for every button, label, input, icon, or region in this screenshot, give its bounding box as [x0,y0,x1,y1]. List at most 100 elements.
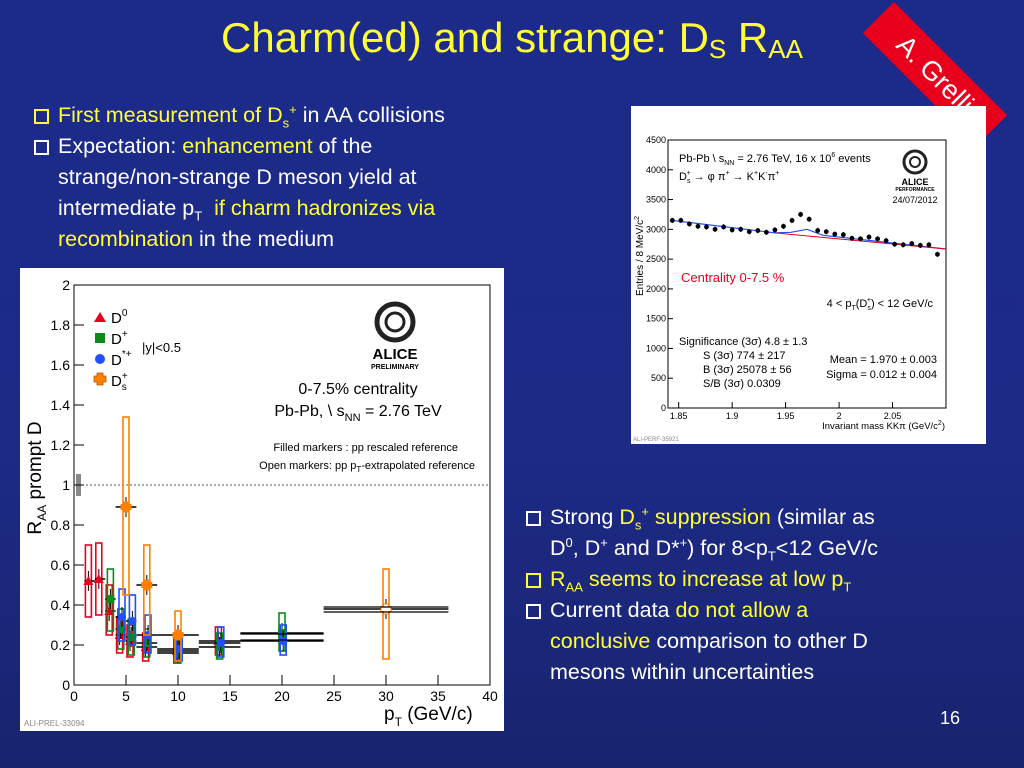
data-point [866,234,872,240]
y-axis-label: Entries / 8 MeV/c2 [634,216,646,296]
checkbox-bullet-icon [526,573,541,588]
legend-marker-d0 [94,312,106,322]
checkbox-bullet-icon [34,109,49,124]
y-tick-label: 1 [62,477,70,493]
signal-label: S (3σ) 774 ± 217 [703,350,786,362]
data-point-dplus [127,633,136,641]
y-axis-label: RAA prompt D [25,421,49,534]
raa-plot-panel: 0 0.2 0.4 0.6 0.8 1 1.2 1.4 1.6 1.8 2 0 5 10 15 20 25 30 3… [20,268,504,731]
x-tick-label: 1.85 [670,411,688,421]
data-point-ds [172,629,184,641]
y-tick-label: 2500 [646,254,666,264]
alice-logo-subtext: PERFORMANCE [895,187,935,193]
data-point [755,228,761,233]
bullet-list-bottom: Strong Ds+ suppression (similar as D0, D… [524,502,1024,688]
y-tick-label: 3500 [646,195,666,205]
legend-marker-ds [93,372,107,386]
data-point-dstar [128,617,137,625]
data-point-dplus [278,629,286,637]
data-point-dplus [215,643,224,651]
alice-logo-ring-icon [902,149,928,175]
sigma-label: Sigma = 0.012 ± 0.004 [826,369,937,381]
y-tick-label: 2000 [646,284,666,294]
checkbox-bullet-icon [526,511,541,526]
x-tick-label: 1.9 [726,411,739,421]
legend-label: D+ s [111,371,128,393]
data-point-ds [120,501,132,513]
x-tick-label: 40 [482,688,498,704]
x-tick-label: 30 [378,688,394,704]
legend-label: D+ [111,329,128,348]
y-tick-label: 1.2 [51,437,71,453]
legend-label: D*+ [111,349,132,369]
data-point-dstar [175,645,184,653]
mean-label: Mean = 1.970 ± 0.003 [830,354,937,366]
alice-logo-core-icon [909,156,921,168]
data-point [695,223,701,229]
data-point [917,243,923,248]
alice-logo-subtext: PRELIMINARY [371,364,419,371]
y-tick-label: 2 [62,277,70,293]
x-tick-label: 2 [837,411,842,421]
y-tick-label: 4500 [646,135,666,145]
y-tick-label: 0.4 [51,597,71,613]
data-point [712,226,718,232]
data-point [875,236,880,242]
centrality-label: Centrality 0-7.5 % [681,270,785,285]
data-point [909,241,915,247]
rapidity-label: |y|<0.5 [142,340,181,355]
figure-tag: ALI-PREL-33094 [24,719,85,728]
data-point-d0 [83,576,94,585]
bullet-item: Expectation: enhancement of the strange/… [32,131,612,255]
alice-logo: ALICE PRELIMINARY [371,301,419,371]
s-over-b-label: S/B (3σ) 0.0309 [703,378,781,390]
raa-chart: 00.20.40.60.811.21.41.61.820 5 10 15 20 25 30 3… [24,277,498,729]
y-tick-label: 4000 [646,165,666,175]
x-tick-label: 0 [70,688,78,704]
data-point [926,242,932,248]
x-tick-label: 15 [222,688,238,704]
x-axis-label: pT (GeV/c) [384,704,473,729]
y-tick-label: 1.8 [51,317,71,333]
data-point [738,226,744,232]
data-point [815,228,821,233]
y-tick-label: 0.8 [51,517,71,533]
data-point-dstar [118,613,126,621]
x-axis-label: Invariant mass KKπ (GeV/c2) [822,420,945,432]
data-point [858,236,863,242]
data-point-dplus [142,639,151,647]
plot-frame [667,139,947,409]
x-tick-label: 2.05 [884,411,902,421]
bullet-item: Strong Ds+ suppression (similar as D0, D… [524,502,1024,564]
x-tick-label: 5 [122,688,130,704]
data-point [678,218,684,223]
alice-logo-ring-icon [374,301,416,343]
data-point [789,218,795,223]
date-label: 24/07/2012 [892,195,937,205]
x-tick-label: 20 [274,688,290,704]
data-point [832,231,838,237]
y-tick-label: 0 [62,677,70,693]
legend-marker-dplus [95,333,105,343]
mass-chart: 0 500 1000 1500 2000 2500 3000 3500 4000 4500 1.85… [633,135,947,443]
data-point [704,224,709,230]
data-point [806,216,812,222]
bullet-item: Current data do not allow a conclusive c… [524,595,1024,688]
page-number: 16 [940,708,961,728]
legend-marker-dstar [95,354,105,364]
note-filled: Filled markers : pp rescaled reference [273,442,458,454]
data-point [669,218,675,223]
decay-label: Ds+ → φ π+ → K+K-π+ [679,170,779,185]
significance-label: Significance (3σ) 4.8 ± 1.3 [679,336,807,348]
data-point-dstar [279,637,288,645]
background-label: B (3σ) 25078 ± 56 [703,364,792,376]
x-tick-label: 1.95 [777,411,795,421]
slide-title: Charm(ed) and strange: DS RAA [221,14,803,64]
syst-box [105,584,113,636]
collision-label: Pb-Pb \ sNN = 2.76 TeV, 16 x 106 events [679,152,871,167]
y-tick-label: 1000 [646,343,666,353]
bullet-item: RAA seems to increase at low pT [524,564,1024,595]
data-point [849,235,855,241]
y-tick-label: 0 [661,403,666,413]
data-point [892,241,898,247]
